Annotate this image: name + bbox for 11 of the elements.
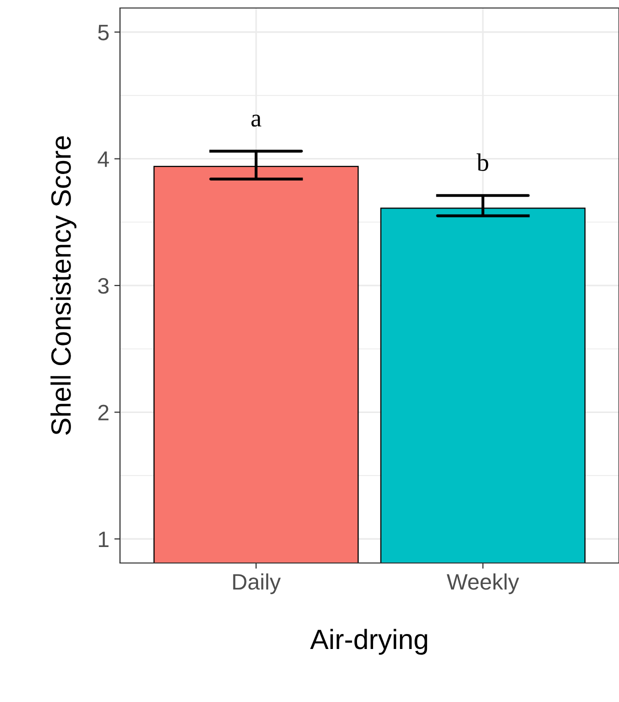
annotation: a bbox=[251, 114, 262, 127]
x-tick-label: Daily bbox=[233, 573, 281, 594]
y-tick-label: 3 bbox=[98, 278, 109, 294]
y-tick-label: 5 bbox=[98, 24, 109, 40]
x-tick-label: Weekly bbox=[446, 573, 520, 594]
y-tick-label: 2 bbox=[98, 404, 108, 420]
x-axis-title: Air-drying bbox=[310, 628, 428, 655]
annotation: b bbox=[476, 153, 488, 172]
y-tick-label: 1 bbox=[98, 532, 108, 547]
y-tick-label: 4 bbox=[98, 152, 109, 167]
y-axis-title: Shell Consistency Score bbox=[50, 136, 76, 435]
